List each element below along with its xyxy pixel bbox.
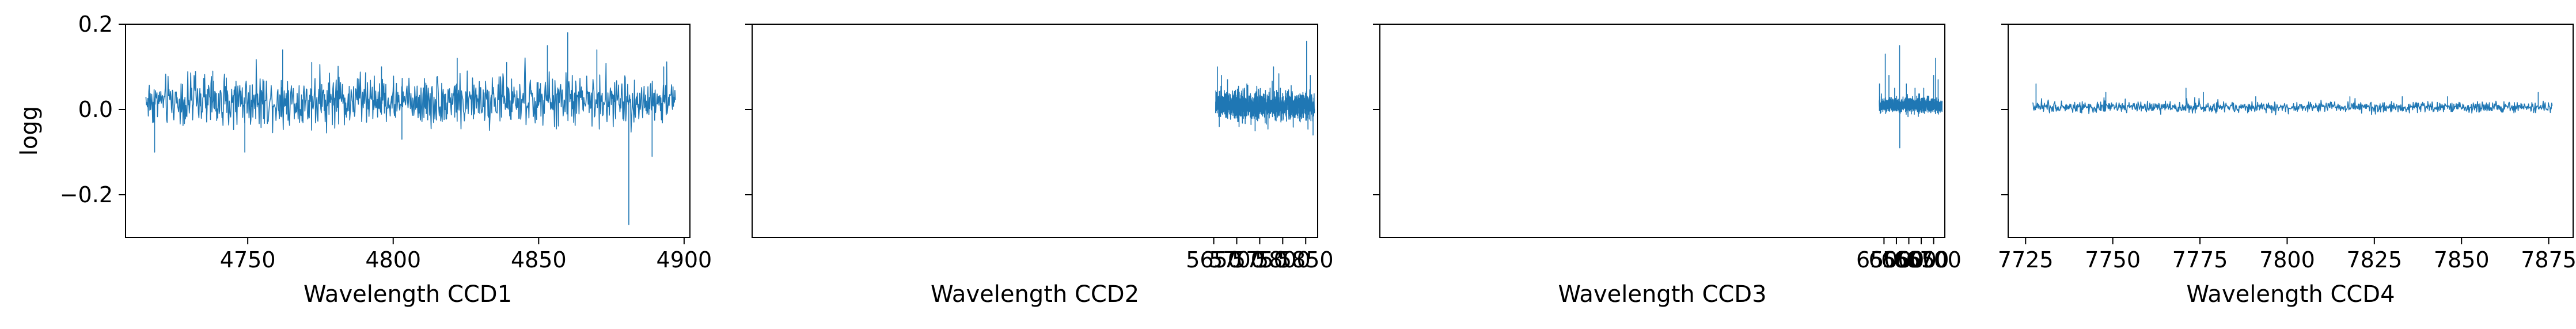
x-tick-label: 5750	[1232, 247, 1288, 273]
x-axis-label-ccd2: Wavelength CCD2	[931, 281, 1139, 308]
y-axis-label: logg	[16, 106, 43, 156]
x-tick-label: 6650	[1894, 247, 1949, 273]
axes-frame-ccd2	[752, 24, 1318, 238]
x-tick-label: 6500	[1856, 247, 1912, 273]
x-tick-label: 7750	[2085, 247, 2141, 273]
x-axis-label-ccd1: Wavelength CCD1	[303, 281, 512, 308]
x-tick-label: 4850	[511, 247, 567, 273]
y-tick-label: 0.0	[78, 97, 113, 122]
y-tick-label: −0.2	[60, 182, 113, 207]
x-tick-label: 6700	[1906, 247, 1962, 273]
x-axis-label-ccd4: Wavelength CCD4	[2186, 281, 2395, 308]
x-tick-label: 5700	[1209, 247, 1265, 273]
series-line-ccd4	[2032, 83, 2553, 116]
x-tick-label: 7825	[2346, 247, 2402, 273]
series-line-ccd1	[145, 32, 676, 225]
axes-frame-ccd3	[1379, 24, 1945, 238]
x-tick-label: 7875	[2521, 247, 2576, 273]
series-line-ccd2	[1215, 40, 1315, 136]
x-tick-label: 7775	[2172, 247, 2228, 273]
y-tick-label: 0.2	[78, 12, 113, 37]
x-tick-label: 7800	[2259, 247, 2315, 273]
x-tick-label: 4800	[365, 247, 421, 273]
x-tick-label: 7725	[1998, 247, 2054, 273]
axes-frame-ccd1	[125, 24, 691, 238]
x-tick-label: 6600	[1881, 247, 1937, 273]
x-tick-label: 4900	[657, 247, 712, 273]
x-axis-label-ccd3: Wavelength CCD3	[1558, 281, 1766, 308]
x-tick-label: 6550	[1869, 247, 1925, 273]
x-tick-label: 5800	[1255, 247, 1311, 273]
x-tick-label: 7850	[2434, 247, 2490, 273]
x-tick-label: 5850	[1278, 247, 1334, 273]
axes-frame-ccd4	[2008, 24, 2574, 238]
x-tick-label: 5650	[1186, 247, 1242, 273]
x-tick-label: 4750	[220, 247, 276, 273]
series-line-ccd3	[1879, 45, 1943, 149]
